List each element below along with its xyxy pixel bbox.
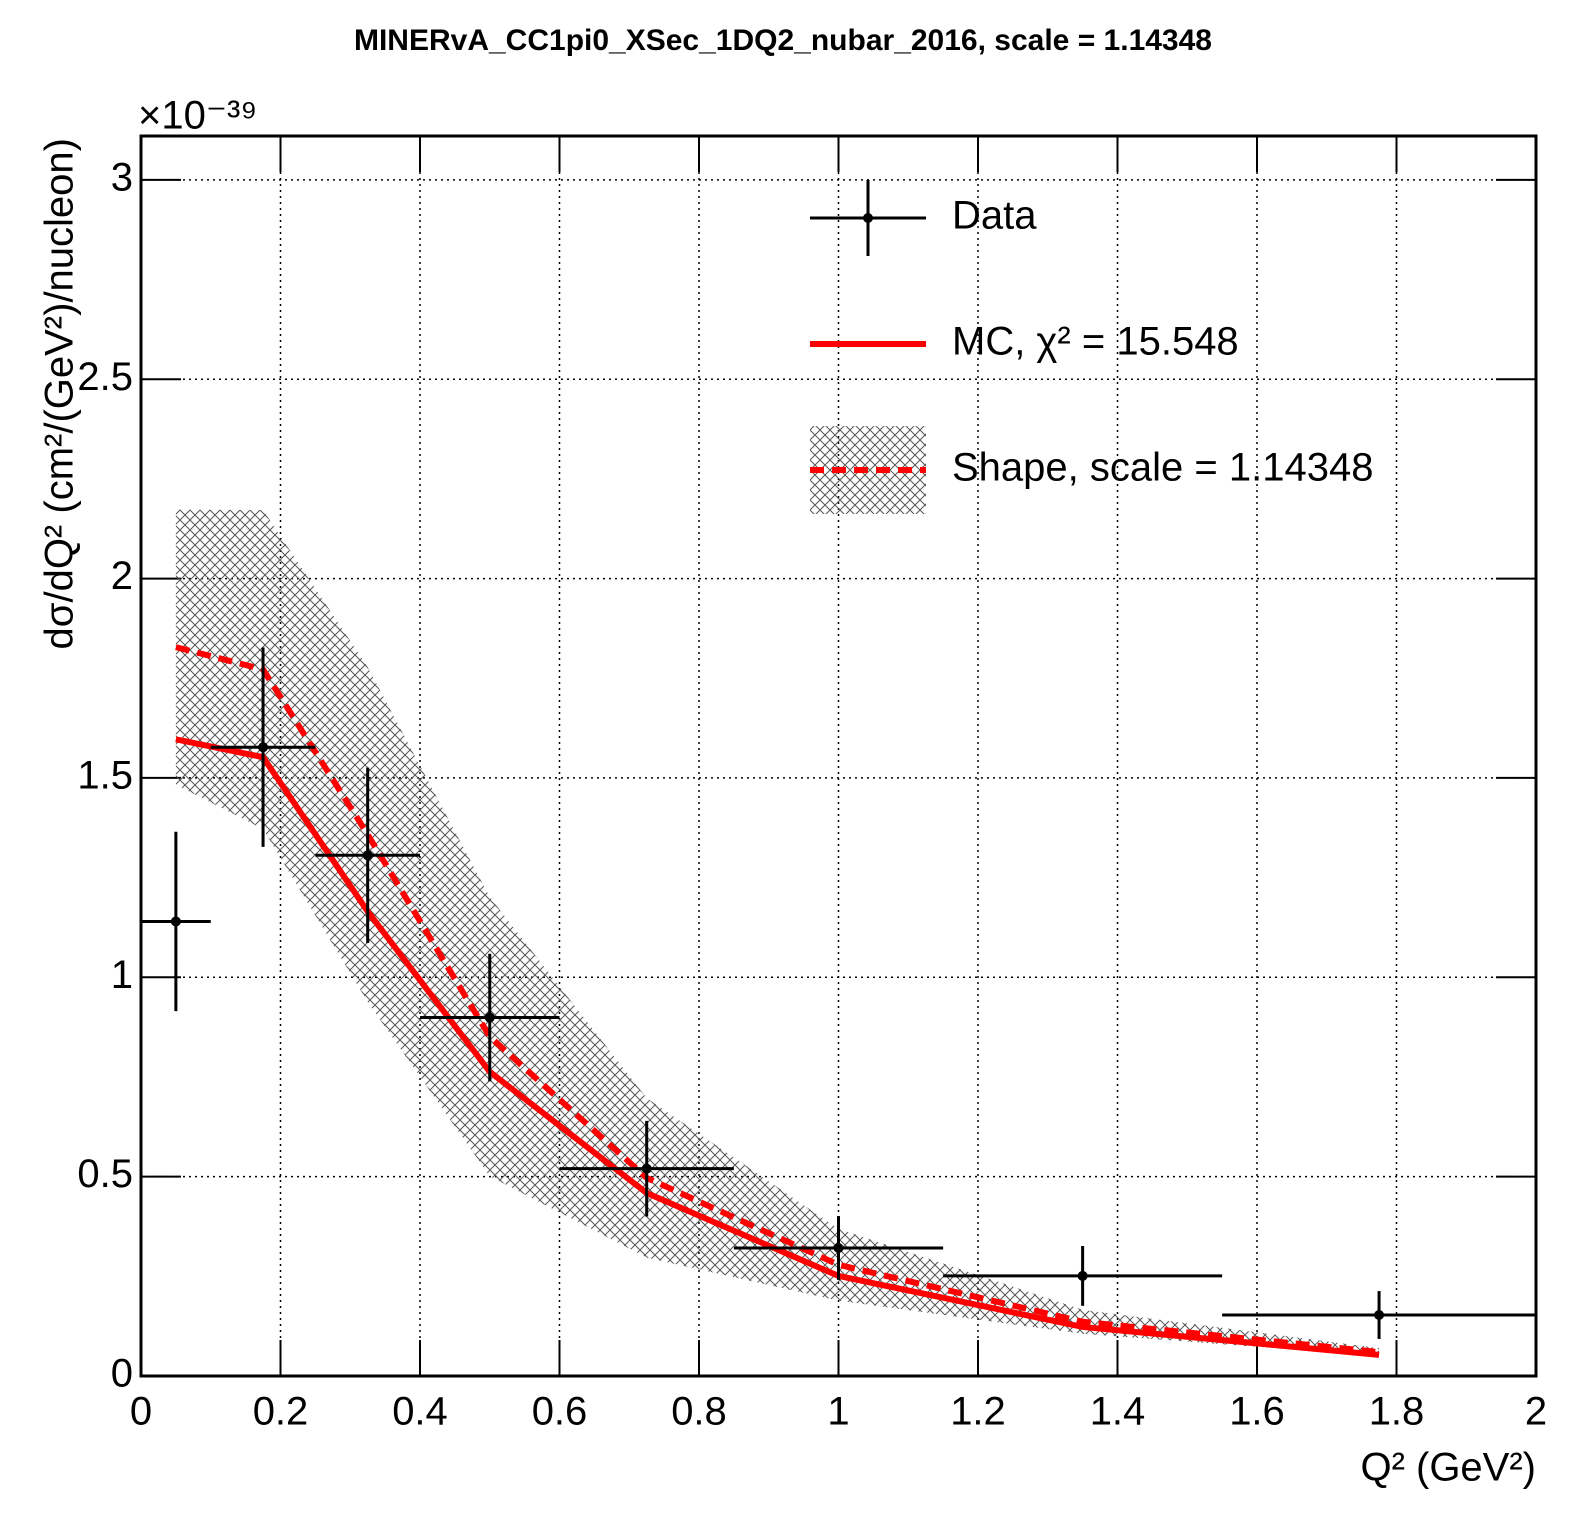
data-point	[170, 916, 181, 927]
y-tick-label: 2	[111, 554, 133, 598]
y-tick-label: 2.5	[77, 355, 133, 399]
x-tick-label: 0.6	[532, 1390, 588, 1434]
plot-frame	[139, 134, 1538, 1378]
x-tick-label: 0	[130, 1390, 152, 1434]
line	[175, 736, 1380, 1358]
y-tick-label: 1.5	[77, 753, 133, 797]
y-exponent: ×10⁻³⁹	[138, 94, 257, 138]
x-tick-label: 0.2	[253, 1390, 309, 1434]
x-tick-label: 1	[827, 1390, 849, 1434]
data-point	[484, 1012, 495, 1023]
x-tick-label: 1.6	[1229, 1390, 1285, 1434]
x-tick-label: 2	[1525, 1390, 1547, 1434]
legend-label: MC, χ² = 15.548	[952, 320, 1239, 364]
legend-label: Shape, scale = 1.14348	[952, 446, 1373, 490]
x-tick-label: 1.8	[1369, 1390, 1425, 1434]
line	[175, 644, 1380, 1356]
x-tick-label: 0.4	[392, 1390, 448, 1434]
data-point	[258, 742, 269, 753]
data-point	[362, 850, 373, 861]
chart-title: MINERvA_CC1pi0_XSec_1DQ2_nubar_2016, sca…	[354, 24, 1212, 57]
data-point	[833, 1243, 844, 1254]
y-tick-label: 0.5	[77, 1152, 133, 1196]
y-tick-label: 1	[111, 953, 133, 997]
legend-marker	[863, 213, 873, 223]
x-tick-label: 1.2	[950, 1390, 1006, 1434]
y-tick-label: 0	[111, 1352, 133, 1396]
legend-label: Data	[952, 194, 1037, 238]
x-axis-label: Q² (GeV²)	[1360, 1446, 1536, 1490]
y-tick-label: 3	[111, 155, 133, 199]
data-point	[1374, 1309, 1385, 1320]
data-point	[1077, 1270, 1088, 1281]
x-tick-label: 0.8	[671, 1390, 727, 1434]
y-axis-label: dσ/dQ² (cm²/(GeV²)/nucleon)	[38, 138, 82, 649]
data-point	[641, 1163, 652, 1174]
x-tick-label: 1.4	[1090, 1390, 1146, 1434]
shape-band	[175, 509, 1380, 1357]
